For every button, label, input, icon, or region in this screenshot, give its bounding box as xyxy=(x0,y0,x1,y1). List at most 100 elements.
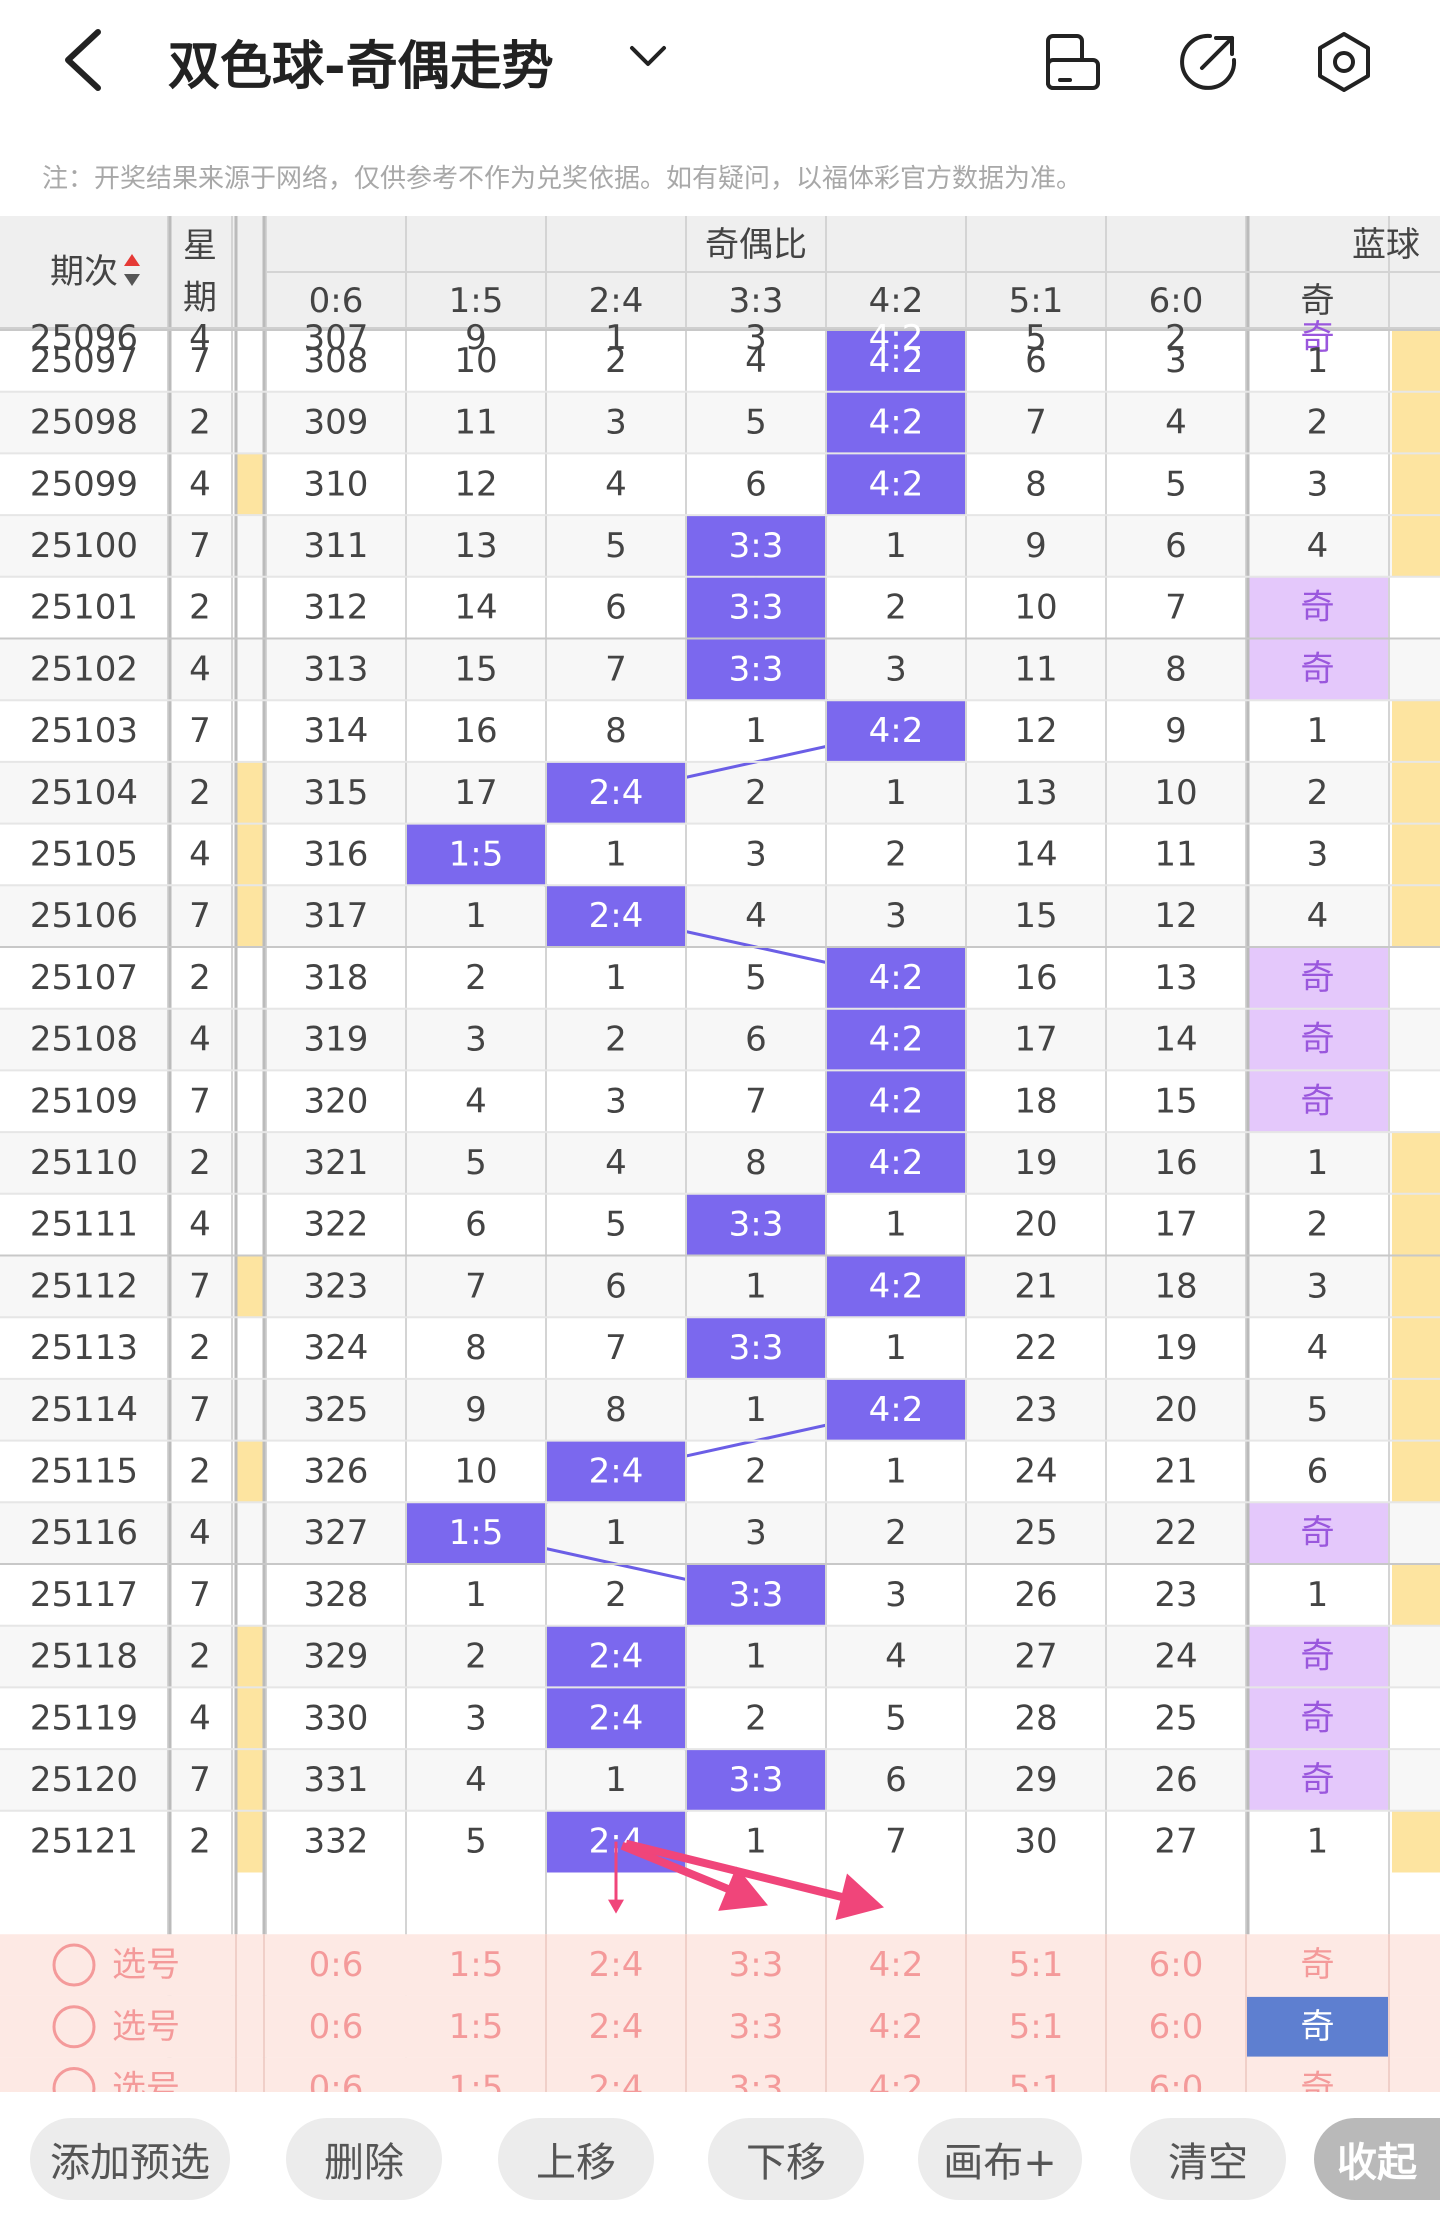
add-preselect-button[interactable]: 添加预选 xyxy=(30,2118,230,2200)
blue-odd-cell xyxy=(1247,947,1388,1009)
blue-cell: 奇 xyxy=(1301,958,1335,998)
ratio-column-header: 0:6 xyxy=(309,281,364,321)
pick-cell[interactable]: 1:5 xyxy=(449,2007,504,2047)
weekday: 7 xyxy=(189,1266,211,1306)
ratio-cell: 5 xyxy=(885,1698,907,1738)
pick-cell[interactable]: 5:1 xyxy=(1009,2007,1064,2047)
ratio-cell: 4:2 xyxy=(869,318,924,358)
pick-cell[interactable]: 6:0 xyxy=(1149,1945,1204,1985)
weekday: 4 xyxy=(189,1513,211,1553)
pick-cell[interactable]: 3:3 xyxy=(729,2007,784,2047)
ratio-cell: 19 xyxy=(1014,1143,1057,1183)
blue-odd-cell xyxy=(1247,638,1388,701)
ratio-cell: 7 xyxy=(885,1822,907,1862)
table-row xyxy=(0,1008,1440,1071)
sort-asc-icon[interactable] xyxy=(124,254,140,266)
issue-number: 25118 xyxy=(30,1637,138,1677)
pick-label[interactable]: 选号 xyxy=(112,2007,180,2047)
pick-cell[interactable]: 2:4 xyxy=(589,2007,644,2047)
chevron-down-icon[interactable] xyxy=(626,38,670,74)
share-icon[interactable] xyxy=(1176,30,1240,94)
pick-cell[interactable]: 0:6 xyxy=(309,2007,364,2047)
ratio-hit-cell xyxy=(827,1133,965,1193)
settings-hexagon-icon[interactable] xyxy=(1312,30,1376,94)
ratio-column-header: 6:0 xyxy=(1149,281,1204,321)
ratio-cell: 9 xyxy=(465,1390,487,1430)
ratio-cell: 3:3 xyxy=(729,1575,784,1615)
ratio-cell: 10 xyxy=(1014,588,1057,628)
top-bar: 双色球-奇偶走势 xyxy=(0,0,1440,130)
ratio-cell: 1 xyxy=(605,318,627,358)
pick-cell[interactable]: 4:2 xyxy=(869,2007,924,2047)
clear-button[interactable]: 清空 xyxy=(1130,2118,1286,2200)
page-title[interactable]: 双色球-奇偶走势 xyxy=(168,37,554,97)
trend-marker xyxy=(236,1687,264,1750)
pick-cell[interactable]: 5:1 xyxy=(1009,1945,1064,1985)
pick-cell[interactable]: 6:0 xyxy=(1149,2007,1204,2047)
ratio-hit-cell xyxy=(827,1256,965,1317)
move-up-button[interactable]: 上移 xyxy=(498,2118,654,2200)
ratio-cell: 324 xyxy=(304,1328,369,1368)
ratio-cell: 1 xyxy=(605,834,627,874)
ratio-cell: 20 xyxy=(1014,1205,1057,1245)
weekday: 7 xyxy=(189,341,211,381)
delete-button[interactable]: 删除 xyxy=(286,2118,442,2200)
trend-marker xyxy=(236,1255,264,1318)
trend-marker xyxy=(1392,330,1440,392)
phone-rotate-icon[interactable] xyxy=(1040,30,1104,94)
ratio-cell: 22 xyxy=(1154,1513,1197,1553)
pick-row[interactable] xyxy=(0,1934,1440,1996)
canvas-plus-button[interactable]: 画布+ xyxy=(918,2118,1082,2200)
ratio-cell: 26 xyxy=(1154,1760,1197,1800)
chevron-left-icon[interactable] xyxy=(58,28,110,92)
ratio-cell: 4 xyxy=(465,1081,487,1121)
select-radio-icon[interactable] xyxy=(52,2005,96,2049)
ratio-cell: 4:2 xyxy=(869,341,924,381)
ratio-cell: 2 xyxy=(745,1698,767,1738)
blue-cell: 奇 xyxy=(1301,588,1335,628)
ratio-cell: 13 xyxy=(1154,958,1197,998)
blue-cell: 4 xyxy=(1307,526,1329,566)
weekday: 7 xyxy=(189,1760,211,1800)
blue-cell: 奇 xyxy=(1301,1081,1335,1121)
ratio-hit-cell xyxy=(407,824,545,885)
pick-cell[interactable]: 2:4 xyxy=(589,1945,644,1985)
pick-row[interactable] xyxy=(0,1995,1440,2058)
weekday: 7 xyxy=(189,1081,211,1121)
ratio-cell: 1 xyxy=(745,1390,767,1430)
ratio-cell: 6 xyxy=(745,1020,767,1060)
ratio-cell: 322 xyxy=(304,1205,369,1245)
blue-cell: 奇 xyxy=(1301,1698,1335,1738)
trend-marker xyxy=(1392,1193,1440,1256)
ratio-cell: 7 xyxy=(1025,403,1047,443)
ratio-cell: 16 xyxy=(454,711,497,751)
move-down-button[interactable]: 下移 xyxy=(708,2118,864,2200)
pick-cell[interactable]: 0:6 xyxy=(309,1945,364,1985)
weekday: 4 xyxy=(189,464,211,504)
trend-marker xyxy=(236,453,264,516)
blue-cell: 奇 xyxy=(1301,318,1335,358)
blue-pick-cell[interactable]: 奇 xyxy=(1301,2007,1335,2047)
ratio-cell: 2 xyxy=(745,1451,767,1491)
ratio-cell: 7 xyxy=(745,1081,767,1121)
ratio-cell: 21 xyxy=(1014,1266,1057,1306)
select-radio-icon[interactable] xyxy=(52,1943,96,1987)
ratio-cell: 10 xyxy=(454,1451,497,1491)
issue-number: 25096 xyxy=(30,318,138,358)
ratio-cell: 19 xyxy=(1154,1328,1197,1368)
blue-pick-selected[interactable] xyxy=(1247,1996,1388,2057)
pick-cell[interactable]: 1:5 xyxy=(449,1945,504,1985)
blue-odd-cell xyxy=(1247,1008,1388,1071)
ratio-cell: 5 xyxy=(465,1143,487,1183)
issue-number: 25110 xyxy=(30,1143,138,1183)
sort-desc-icon[interactable] xyxy=(124,274,140,286)
pick-cell[interactable]: 4:2 xyxy=(869,1945,924,1985)
collapse-button[interactable]: 收起 xyxy=(1314,2118,1440,2200)
pick-label[interactable]: 选号 xyxy=(112,1945,180,1985)
pick-cell[interactable]: 3:3 xyxy=(729,1945,784,1985)
trend-marker xyxy=(1392,515,1440,577)
table-row xyxy=(0,700,1440,762)
ratio-cell: 328 xyxy=(304,1575,369,1615)
blue-pick-cell[interactable]: 奇 xyxy=(1301,1945,1335,1985)
ratio-cell: 4 xyxy=(885,1637,907,1677)
